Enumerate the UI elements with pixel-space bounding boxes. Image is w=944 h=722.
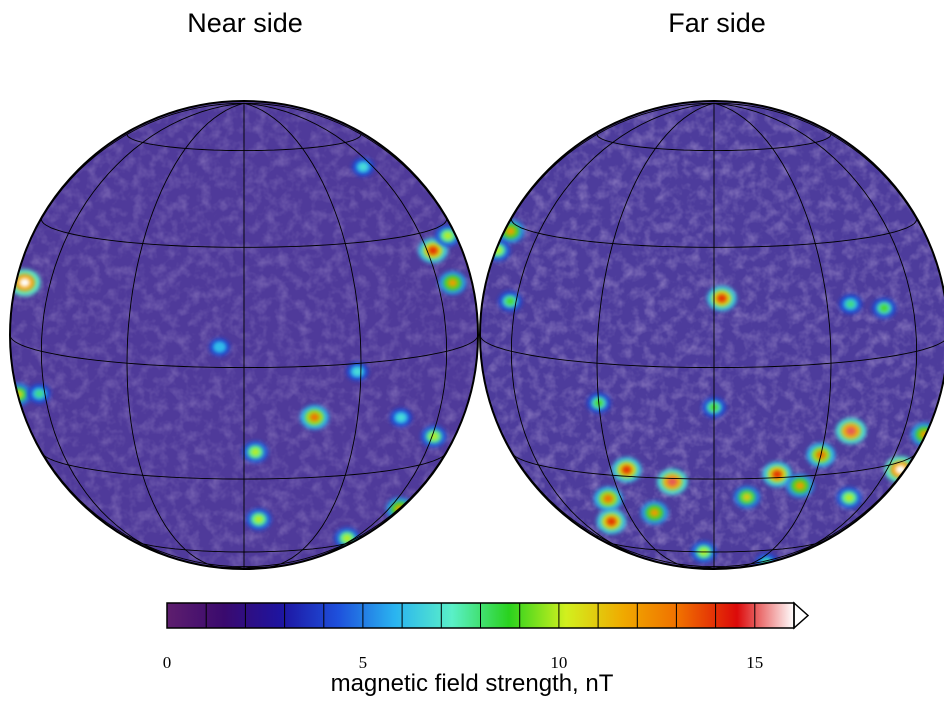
field-anomaly-spot (251, 448, 260, 456)
field-anomaly-spot (427, 246, 439, 255)
near-side-title: Near side (187, 8, 303, 38)
colorbar-label: magnetic field strength, nT (330, 670, 614, 697)
colorbar: 0 5 10 15 (163, 601, 810, 672)
parallel-line (510, 450, 918, 480)
field-anomaly-spot (742, 493, 752, 501)
parallel-line (480, 334, 944, 369)
field-anomaly-spot (649, 508, 660, 517)
field-anomaly-spot (772, 470, 783, 479)
parallel-line (40, 219, 448, 248)
field-anomaly-spot (879, 304, 889, 312)
field-anomaly-spot (443, 232, 453, 240)
colorbar-extend-arrow (793, 601, 810, 630)
field-anomaly-spot (795, 481, 805, 490)
parallel-line (126, 535, 362, 553)
field-anomaly-spot (667, 477, 678, 487)
parallel-line (596, 134, 832, 152)
near-side-map (9, 100, 479, 570)
field-anomaly-spot (505, 297, 515, 305)
parallel-line (510, 219, 918, 248)
near-side-graticule (10, 102, 478, 569)
parallel-line (40, 450, 448, 480)
far-side-terrain-texture (480, 101, 944, 569)
field-anomaly-spot (309, 413, 320, 422)
far-side-graticule (480, 102, 944, 569)
field-anomaly-spot (621, 465, 632, 475)
colorbar-tick-label: 10 (550, 653, 567, 672)
field-anomaly-spot (505, 227, 516, 236)
field-anomaly-spot (35, 390, 44, 398)
field-anomaly-spot (359, 163, 367, 171)
field-anomaly-spot (342, 534, 352, 542)
colorbar-tick-label: 0 (163, 653, 172, 672)
field-anomaly-spot (447, 278, 458, 287)
colorbar-tick-label: 15 (746, 653, 763, 672)
far-side-title: Far side (668, 8, 766, 38)
near-side-rim (9, 100, 479, 570)
colorbar-dividers (205, 603, 756, 628)
field-anomaly-spot (844, 494, 854, 502)
field-anomaly-spot (603, 494, 614, 503)
field-anomaly-spot (397, 414, 405, 421)
colorbar-tick-labels: 0 5 10 15 (163, 653, 764, 672)
field-anomaly-spot (716, 294, 727, 303)
field-anomaly-spot (846, 300, 855, 308)
field-anomaly-spot (845, 426, 857, 436)
field-anomaly-spot (216, 344, 224, 351)
parallel-line (596, 535, 832, 553)
far-side-rim (479, 100, 944, 570)
field-anomaly-spot (353, 368, 362, 375)
parallel-line (126, 134, 362, 152)
far-side-map (479, 100, 944, 570)
colorbar-frame (166, 602, 795, 629)
field-anomaly-spot (254, 515, 264, 523)
field-anomaly-spot (606, 517, 617, 526)
parallel-line (10, 334, 478, 369)
field-anomaly-spot (19, 277, 31, 288)
colorbar-tick-label: 5 (359, 653, 368, 672)
